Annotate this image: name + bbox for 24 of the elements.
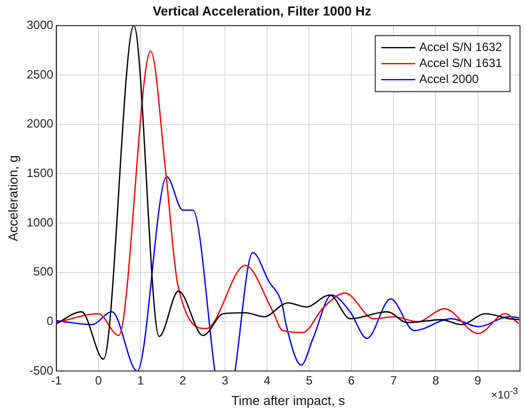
x-tick-label: 7: [390, 374, 398, 388]
y-tick-label: 2500: [26, 67, 54, 82]
text: ×10$^{-3}$: [491, 385, 518, 403]
x-tick-label: 3: [222, 374, 229, 388]
x-tick-label: 6: [348, 374, 356, 388]
y-tick-label: 1500: [26, 166, 54, 180]
y-axis-title: Acceleration, g: [5, 155, 20, 242]
x-tick-label: 2: [179, 374, 186, 388]
y-tick-label: 0: [46, 314, 54, 328]
x-tick-label: 1: [137, 374, 144, 388]
x-axis-title: Time after impact, s: [231, 392, 346, 408]
y-tick-label: 3000: [26, 18, 54, 32]
y-tick-label: 1000: [26, 215, 54, 230]
y-tick-label: 2000: [26, 116, 54, 131]
x-tick-label: 0: [95, 374, 102, 388]
x-tick-label: 8: [432, 374, 440, 388]
x-tick-label: 5: [306, 374, 313, 388]
legend-label: Accel 2000: [419, 72, 479, 86]
y-tick-label: 500: [33, 264, 54, 279]
x-tick-label: 9: [474, 374, 482, 388]
legend-label: Accel S/N 1631: [419, 56, 502, 70]
legend-label: Accel S/N 1632: [419, 40, 502, 54]
x-tick-label: 4: [264, 374, 271, 388]
chart-title: Vertical Acceleration, Filter 1000 Hz: [152, 3, 372, 18]
